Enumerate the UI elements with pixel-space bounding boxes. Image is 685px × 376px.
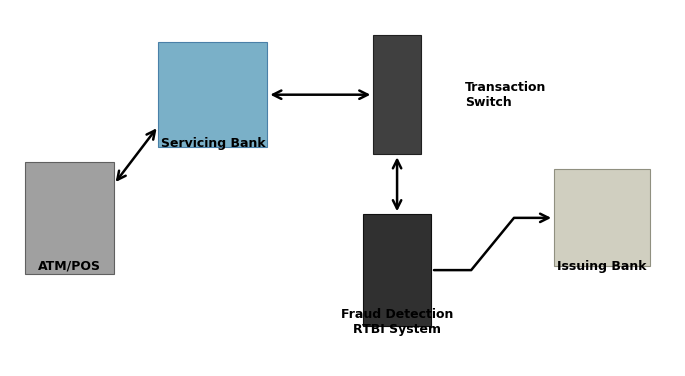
Text: ATM/POS: ATM/POS — [38, 260, 101, 273]
FancyBboxPatch shape — [158, 42, 267, 147]
FancyBboxPatch shape — [363, 214, 431, 326]
FancyBboxPatch shape — [25, 162, 114, 274]
FancyBboxPatch shape — [373, 35, 421, 155]
Text: Fraud Detection
RTBI System: Fraud Detection RTBI System — [341, 308, 453, 337]
Text: Servicing Bank: Servicing Bank — [160, 137, 265, 150]
FancyBboxPatch shape — [554, 169, 649, 266]
Text: Issuing Bank: Issuing Bank — [557, 260, 647, 273]
Text: Transaction
Switch: Transaction Switch — [465, 81, 547, 109]
